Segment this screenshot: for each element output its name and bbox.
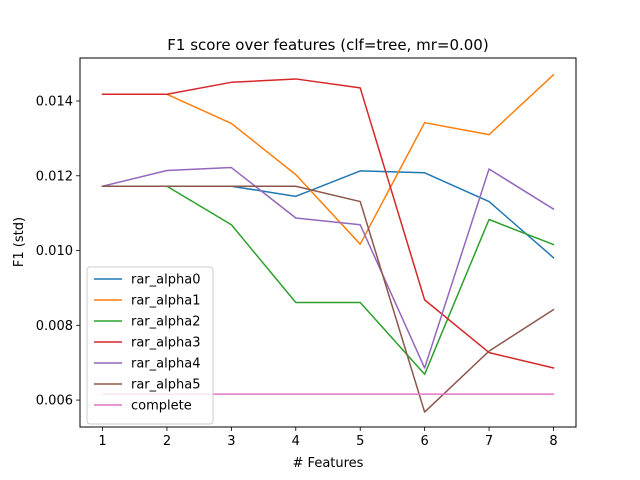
x-tick-label: 4 [292,434,300,449]
legend-label-rar_alpha3: rar_alpha3 [131,336,200,351]
legend-label-rar_alpha4: rar_alpha4 [131,357,200,372]
y-tick-label: 0.008 [36,319,73,334]
y-tick-label: 0.012 [36,169,73,184]
x-tick-label: 1 [98,434,106,449]
x-tick-label: 7 [485,434,493,449]
series-line-rar_alpha5 [101,185,555,413]
series-line-rar_alpha1 [101,73,555,245]
x-axis: 1 2 3 4 5 6 7 8 [98,427,558,449]
legend-label-complete: complete [131,399,192,414]
legend-label-rar_alpha1: rar_alpha1 [131,294,200,309]
x-axis-label: # Features [293,456,364,471]
legend-label-rar_alpha2: rar_alpha2 [131,315,200,330]
x-tick-label: 6 [420,434,428,449]
x-tick-label: 3 [227,434,235,449]
x-tick-label: 2 [163,434,171,449]
series-line-rar_alpha4 [101,166,555,369]
legend-label-rar_alpha5: rar_alpha5 [131,378,200,393]
x-tick-label: 5 [356,434,364,449]
chart-title: F1 score over features (clf=tree, mr=0.0… [167,36,488,54]
x-tick-label: 8 [549,434,557,449]
y-axis-label: F1 (std) [12,217,27,267]
legend-label-rar_alpha0: rar_alpha0 [131,273,200,288]
y-tick-label: 0.006 [36,394,73,409]
legend: rar_alpha0 rar_alpha1 rar_alpha2 rar_alpha3… [86,266,214,425]
series-line-rar_alpha3 [101,78,555,369]
plot-frame [79,57,577,428]
y-tick-label: 0.010 [36,244,73,259]
y-tick-label: 0.014 [36,94,73,109]
plot-lines [101,73,555,413]
series-line-rar_alpha2 [101,185,555,376]
y-axis: 0.006 0.008 0.010 0.012 0.014 [36,94,80,409]
